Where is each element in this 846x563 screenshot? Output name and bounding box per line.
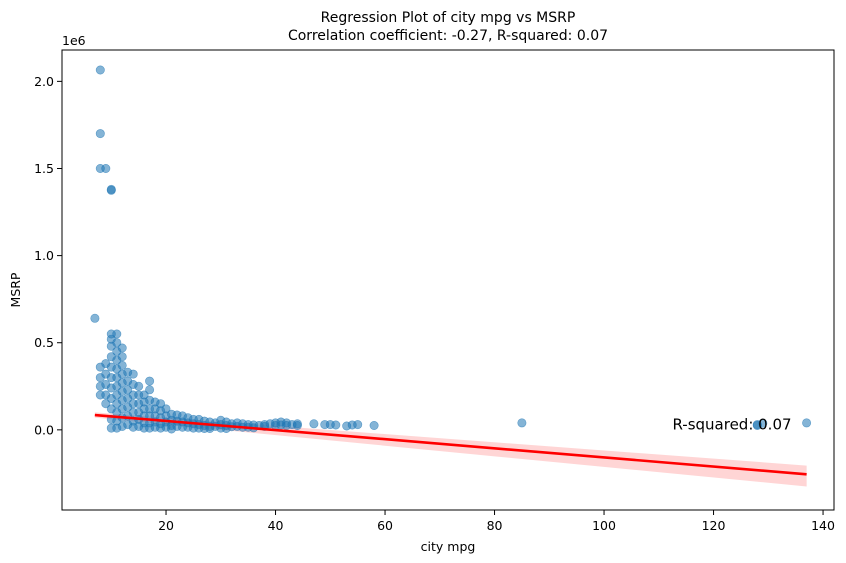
x-tick-label: 100: [592, 518, 616, 533]
scatter-point: [101, 164, 111, 174]
scatter-point: [128, 369, 138, 379]
x-tick-label: 120: [702, 518, 726, 533]
scatter-point: [106, 185, 116, 195]
scatter-point: [112, 338, 122, 348]
scatter-point: [117, 352, 127, 362]
scatter-points: [90, 65, 812, 434]
scatter-point: [145, 385, 155, 395]
scatter-point: [95, 65, 105, 75]
y-tick-label: 2.0: [34, 74, 54, 89]
scatter-point: [117, 360, 127, 370]
scatter-point: [145, 376, 155, 386]
scatter-point: [123, 385, 133, 395]
scatter-point: [292, 420, 302, 430]
scatter-point: [95, 129, 105, 139]
regression-line: [94, 413, 807, 476]
y-offset-label: 1e6: [62, 33, 86, 48]
regression-line-group: [94, 413, 807, 476]
chart-subtitle: Correlation coefficient: -0.27, R-square…: [288, 28, 608, 44]
y-axis-label: MSRP: [8, 272, 23, 307]
x-tick-label: 140: [811, 518, 835, 533]
scatter-point: [353, 420, 363, 430]
scatter-point: [101, 399, 111, 409]
scatter-point: [517, 418, 527, 428]
x-tick-label: 80: [487, 518, 503, 533]
axes: 20 40 60 80 100 120 140 0.0 0.5 1.0 1.5 2.0: [34, 49, 835, 533]
scatter-point: [90, 313, 100, 323]
y-tick-label: 1.0: [34, 248, 54, 263]
scatter-point: [117, 343, 127, 353]
y-tick-label: 0.0: [34, 422, 54, 437]
scatter-point: [309, 419, 319, 429]
y-tick-label: 1.5: [34, 161, 54, 176]
scatter-point: [758, 418, 768, 428]
x-tick-label: 20: [158, 518, 174, 533]
scatter-point: [134, 381, 144, 391]
scatter-point: [331, 420, 341, 430]
plot-frame: [61, 49, 835, 511]
x-axis-label: city mpg: [421, 539, 476, 554]
scatter-point: [802, 418, 812, 428]
x-tick-label: 40: [268, 518, 284, 533]
scatter-point: [369, 420, 379, 430]
x-tick-label: 60: [377, 518, 393, 533]
scatter-point: [112, 329, 122, 339]
y-tick-label: 0.5: [34, 335, 54, 350]
r-squared-annotation: R-squared: 0.07: [672, 415, 791, 433]
chart-title: Regression Plot of city mpg vs MSRP: [321, 10, 576, 26]
